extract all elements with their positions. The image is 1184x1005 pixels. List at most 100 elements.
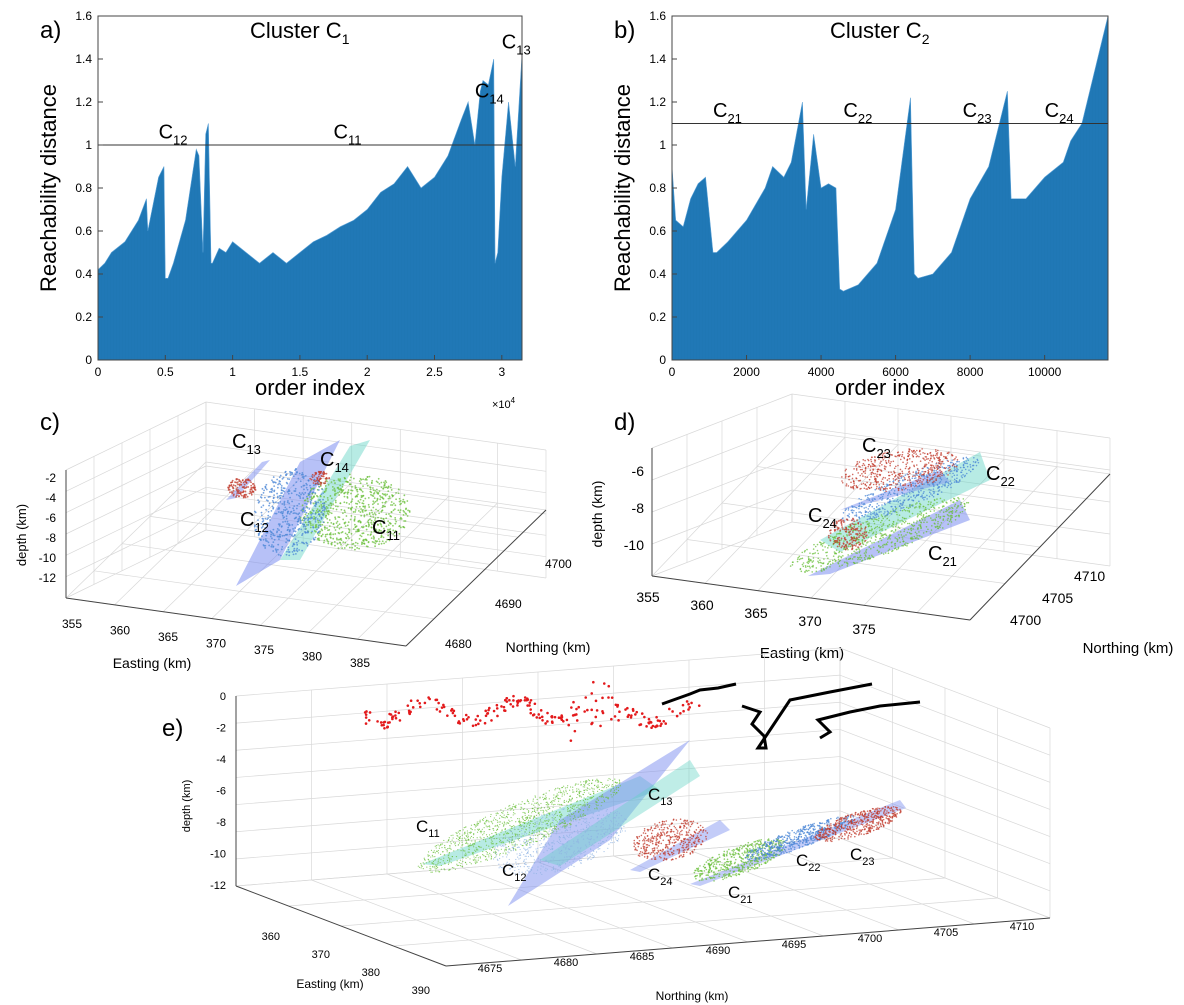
event-point	[951, 507, 954, 510]
event-point	[892, 508, 894, 510]
event-point	[518, 824, 520, 826]
event-point	[469, 858, 471, 860]
event-point	[243, 483, 246, 486]
event-point	[322, 475, 325, 478]
event-point	[484, 839, 487, 841]
event-point	[276, 548, 279, 551]
event-point	[483, 827, 485, 829]
event-point	[949, 468, 951, 471]
z-tick-label: -8	[216, 817, 226, 829]
y-axis-label: Reachability distance	[610, 84, 635, 292]
event-point	[826, 563, 829, 566]
event-point	[908, 522, 911, 525]
event-point	[370, 521, 373, 524]
event-point	[486, 826, 488, 828]
z-axis-label: depth (km)	[181, 780, 193, 833]
event-point	[370, 526, 373, 529]
event-point	[937, 490, 940, 492]
event-point	[468, 848, 470, 851]
event-point	[872, 532, 874, 535]
event-point	[449, 857, 451, 859]
event-point	[359, 511, 362, 514]
event-point	[903, 493, 906, 495]
event-point	[277, 535, 280, 538]
panel-label-b: b)	[614, 17, 635, 44]
event-point	[405, 507, 408, 510]
event-point	[302, 477, 305, 480]
y-tick-label: 0.2	[649, 310, 666, 324]
event-point	[954, 515, 957, 518]
event-point	[268, 504, 270, 507]
event-point	[355, 502, 357, 505]
event-point	[829, 566, 831, 568]
event-point	[266, 540, 268, 543]
event-point	[373, 538, 375, 540]
event-point	[229, 481, 232, 484]
event-point	[332, 523, 335, 526]
event-point	[933, 492, 935, 495]
event-point	[884, 487, 887, 489]
event-point	[355, 530, 357, 533]
event-point	[365, 525, 367, 527]
event-point	[239, 492, 242, 495]
event-point	[826, 551, 828, 554]
event-point	[870, 525, 873, 528]
event-point	[888, 474, 891, 477]
event-point	[488, 856, 490, 858]
event-point	[874, 514, 877, 516]
event-point	[890, 505, 892, 508]
event-point	[935, 462, 938, 464]
event-point	[878, 483, 881, 486]
event-point	[858, 511, 860, 513]
event-point	[953, 481, 956, 483]
event-point	[518, 837, 521, 840]
event-point	[403, 520, 406, 522]
event-point	[354, 548, 356, 551]
event-point	[536, 807, 538, 810]
event-point	[925, 525, 928, 528]
event-point	[485, 825, 487, 827]
event-point	[283, 500, 286, 503]
event-point	[889, 453, 891, 456]
event-point	[437, 852, 440, 854]
event-point	[851, 522, 854, 525]
x-axis-label: order index	[255, 375, 365, 400]
event-point	[309, 517, 312, 520]
event-point	[882, 553, 885, 555]
event-point	[859, 554, 862, 557]
event-point	[338, 523, 341, 526]
event-point	[951, 512, 954, 515]
event-point	[848, 531, 851, 534]
event-point	[875, 487, 878, 490]
cluster-label: C21	[713, 100, 742, 126]
event-point	[603, 799, 605, 801]
event-point	[576, 800, 579, 802]
event-point	[924, 452, 926, 455]
event-point	[947, 508, 950, 511]
event-point	[899, 541, 901, 543]
event-point	[855, 548, 857, 551]
event-point	[884, 491, 886, 494]
surface-trace-point	[500, 705, 503, 708]
grid-line	[205, 465, 547, 515]
event-point	[346, 524, 349, 527]
event-point	[510, 809, 512, 811]
event-point	[321, 488, 324, 491]
event-point	[585, 781, 587, 783]
event-point	[273, 485, 276, 488]
event-point	[596, 781, 598, 783]
event-point	[606, 787, 608, 789]
event-point	[547, 820, 550, 822]
event-point	[948, 520, 951, 523]
event-point	[429, 860, 431, 862]
event-point	[914, 496, 917, 499]
event-point	[268, 495, 271, 498]
event-point	[955, 469, 958, 471]
event-point	[918, 531, 920, 533]
event-point	[870, 512, 872, 514]
event-point	[916, 494, 918, 496]
surface-trace-point	[662, 719, 666, 723]
event-point	[378, 490, 381, 493]
event-point	[812, 557, 815, 559]
event-point	[956, 474, 958, 476]
